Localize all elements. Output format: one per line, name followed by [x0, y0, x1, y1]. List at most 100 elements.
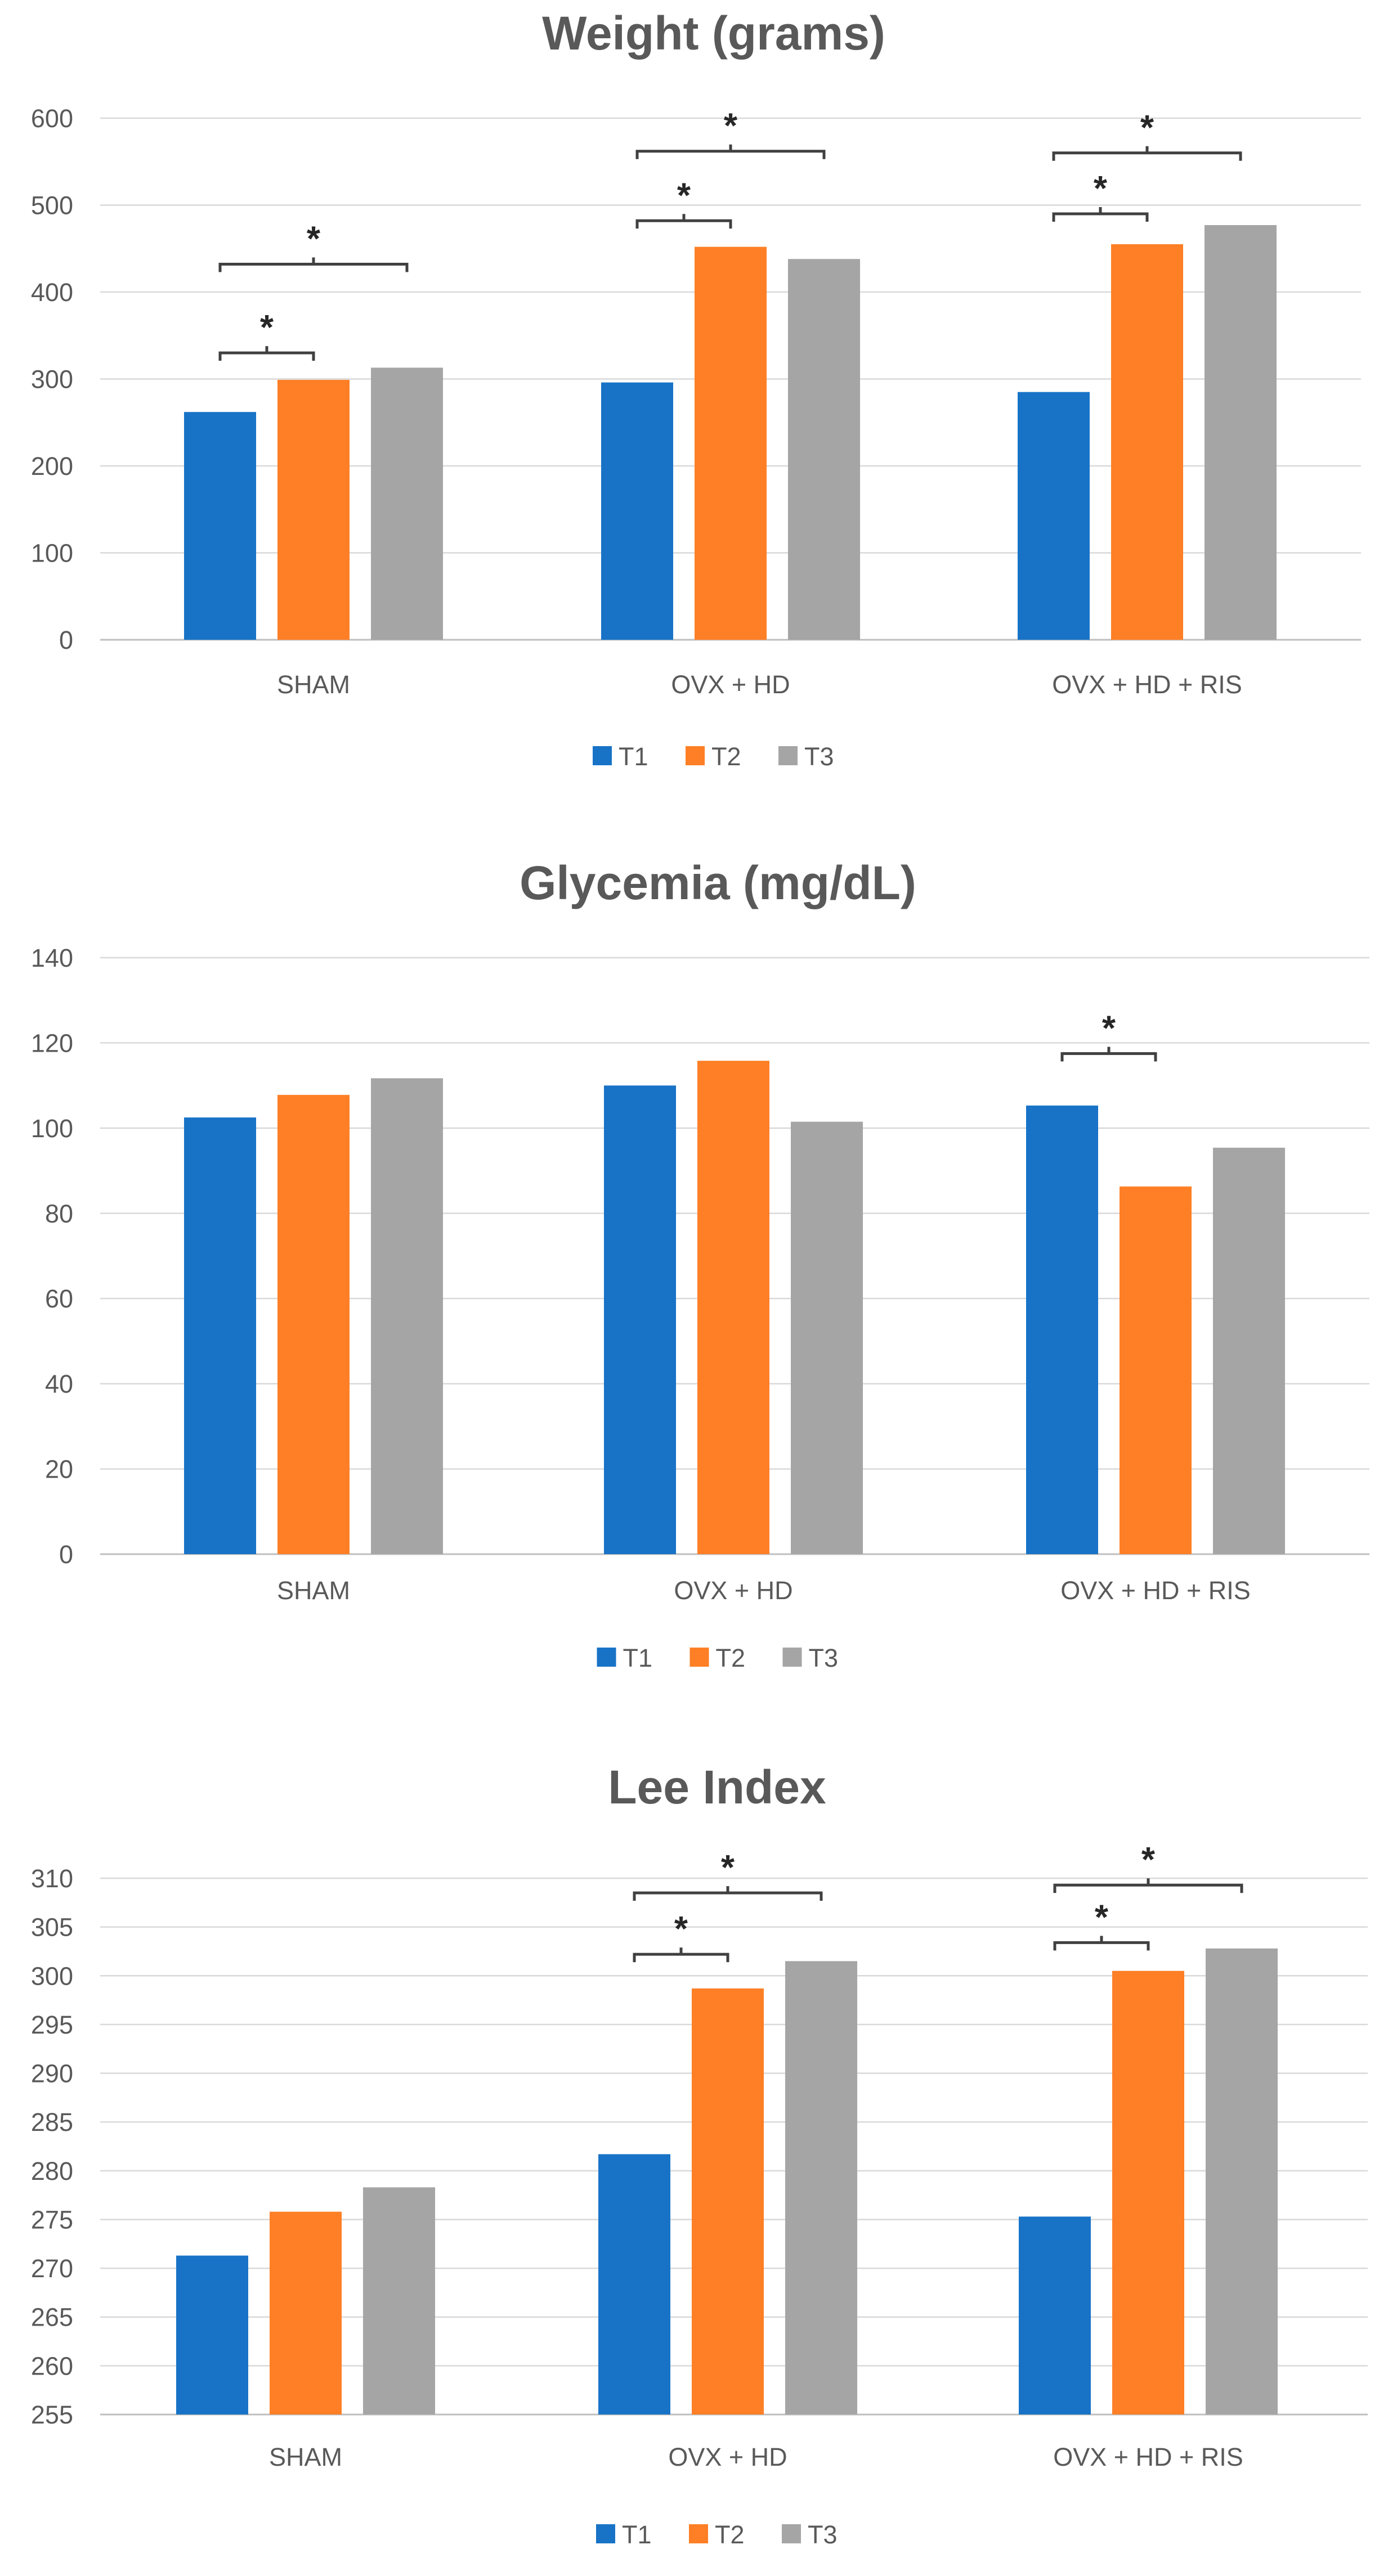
significance-bracket [1060, 1047, 1157, 1062]
bar-t3-sham [371, 367, 443, 640]
y-tick-label: 295 [31, 2010, 73, 2039]
category-label: SHAM [277, 670, 350, 699]
legend: T1 T2 T3 [593, 742, 834, 771]
bar-t1-ovx-hd [601, 382, 673, 640]
significance-bracket [633, 1886, 823, 1901]
significance-star: * [260, 308, 274, 347]
legend-swatch-t1 [597, 1648, 616, 1667]
category-label: OVX + HD [671, 670, 790, 699]
bar-t1-ovx-hd-ris [1018, 392, 1090, 640]
bar-t2-ovx-hd-ris [1112, 1971, 1184, 2415]
legend-label-t2: T2 [711, 742, 741, 771]
significance-bracket [1052, 146, 1242, 161]
significance-bracket [1053, 1878, 1243, 1893]
chart-title: Lee Index [608, 1761, 826, 1814]
significance-bracket [218, 257, 409, 272]
y-tick-label: 310 [31, 1864, 73, 1893]
y-tick-label: 500 [31, 191, 73, 220]
y-tick-label: 255 [31, 2400, 73, 2429]
bar-t2-sham [277, 380, 350, 640]
y-tick-label: 290 [31, 2059, 73, 2088]
y-tick-label: 0 [59, 626, 73, 654]
legend-label-t3: T3 [808, 2520, 838, 2549]
significance-star: * [1095, 1898, 1109, 1937]
legend-label-t1: T1 [622, 2520, 652, 2549]
legend-swatch-t3 [782, 1648, 802, 1667]
legend-swatch-t3 [782, 2524, 801, 2543]
significance-bracket [633, 1947, 729, 1963]
significance-star: * [677, 176, 691, 215]
legend-label-t3: T3 [804, 742, 834, 771]
y-tick-label: 40 [45, 1370, 73, 1398]
y-tick-label: 280 [31, 2157, 73, 2185]
y-tick-label: 200 [31, 452, 73, 481]
y-tick-label: 275 [31, 2205, 73, 2234]
bar-t1-ovx-hd-ris [1019, 2216, 1091, 2415]
chart-1: Weight (grams) 0 100 200 300 400 500 600 SHAM OVX… [31, 7, 1361, 771]
chart-title: Weight (grams) [542, 7, 885, 60]
chart-title: Glycemia (mg/dL) [520, 856, 916, 909]
y-tick-label: 60 [45, 1285, 73, 1313]
y-tick-label: 260 [31, 2351, 73, 2380]
bar-t1-ovx-hd-ris [1026, 1105, 1098, 1554]
legend-swatch-t2 [689, 1648, 709, 1667]
y-tick-label: 100 [31, 1114, 73, 1143]
significance-star: * [1102, 1009, 1116, 1048]
legend-label-t1: T1 [619, 742, 648, 771]
y-tick-label: 80 [45, 1199, 73, 1228]
legend-swatch-t3 [778, 746, 798, 765]
y-tick-label: 100 [31, 539, 73, 568]
bar-t2-sham [270, 2211, 342, 2415]
significance-star: * [674, 1910, 688, 1949]
y-tick-label: 265 [31, 2303, 73, 2332]
y-tick-label: 400 [31, 278, 73, 307]
legend-label-t3: T3 [809, 1644, 839, 1672]
y-tick-label: 20 [45, 1455, 73, 1484]
significance-star: * [1094, 169, 1108, 208]
bar-t3-ovx-hd-ris [1213, 1147, 1285, 1554]
legend-swatch-t1 [593, 746, 612, 765]
bar-t2-ovx-hd [692, 1988, 764, 2415]
legend-swatch-t2 [686, 746, 705, 765]
bar-t1-sham [184, 412, 256, 640]
significance-bracket [1053, 1936, 1150, 1951]
category-label: OVX + HD + RIS [1053, 2443, 1243, 2471]
category-label: OVX + HD + RIS [1052, 670, 1242, 699]
chart-2: Glycemia (mg/dL) 0 20 40 60 80 100 120 140 SHAM OV… [31, 856, 1369, 1672]
y-tick-label: 0 [59, 1540, 73, 1569]
y-tick-label: 285 [31, 2108, 73, 2137]
bar-t2-ovx-hd [697, 1061, 769, 1554]
bar-t3-ovx-hd [788, 259, 860, 640]
significance-bracket [635, 144, 826, 159]
significance-bracket [218, 346, 315, 361]
y-tick-label: 120 [31, 1029, 73, 1057]
legend-label-t2: T2 [715, 2520, 745, 2549]
bar-t1-ovx-hd [598, 2154, 670, 2415]
bar-t3-sham [363, 2187, 435, 2415]
significance-star: * [1141, 1841, 1156, 1879]
bar-t3-ovx-hd [785, 1961, 857, 2415]
legend: T1 T2 T3 [597, 1644, 839, 1672]
bar-t1-ovx-hd [604, 1085, 676, 1554]
significance-bracket [1052, 207, 1149, 222]
category-label: OVX + HD [668, 2443, 787, 2471]
legend-label-t1: T1 [623, 1644, 653, 1672]
significance-star: * [1140, 109, 1154, 147]
bar-t3-ovx-hd-ris [1206, 1948, 1278, 2415]
bar-t3-ovx-hd [791, 1121, 863, 1554]
legend-swatch-t2 [689, 2524, 708, 2543]
y-tick-label: 600 [31, 104, 73, 133]
bar-t2-ovx-hd [695, 246, 767, 640]
y-tick-label: 140 [31, 944, 73, 972]
category-label: SHAM [269, 2443, 342, 2471]
bar-t1-sham [176, 2255, 248, 2415]
bar-t2-ovx-hd-ris [1111, 244, 1183, 640]
category-label: OVX + HD [674, 1576, 792, 1605]
significance-star: * [307, 220, 321, 259]
y-tick-label: 300 [31, 365, 73, 394]
bar-t2-sham [277, 1094, 350, 1554]
significance-star: * [724, 107, 738, 146]
legend-label-t2: T2 [716, 1644, 746, 1672]
chart-3: Lee Index 255 260 265 270 275 280 285 290 295 300 3… [31, 1761, 1368, 2549]
